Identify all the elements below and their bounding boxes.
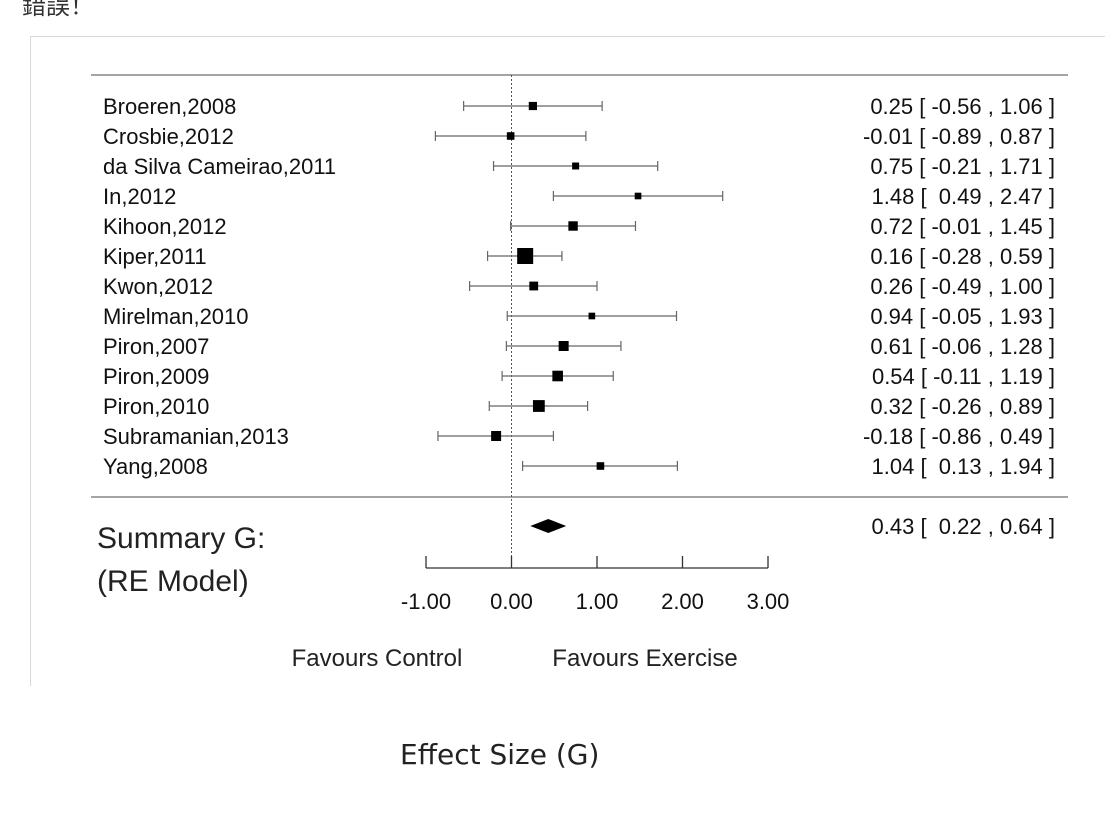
study-label: Broeren,2008 [103, 94, 236, 119]
ci-text: 0.94 [ -0.05 , 1.93 ] [870, 304, 1055, 329]
summary-diamond [530, 519, 567, 533]
ci-text: 1.04 [ 0.13 , 1.94 ] [872, 454, 1055, 479]
point-marker [529, 281, 539, 291]
summary-group: Summary G: (RE Model) 0.43 [ 0.22 , 0.64 ] [97, 514, 1055, 598]
study-label: Crosbie,2012 [103, 124, 234, 149]
study-labels-group: Broeren,2008 Crosbie,2012 da Silva Cameira… [103, 94, 336, 479]
study-label: Kiper,2011 [103, 244, 207, 269]
x-tick-label: -1.00 [401, 589, 451, 614]
x-tick-label: 0.00 [490, 589, 533, 614]
plot-frame [30, 36, 1105, 686]
point-marker [634, 192, 642, 200]
ci-text: 0.16 [ -0.28 , 0.59 ] [870, 244, 1055, 269]
ci-text: 0.75 [ -0.21 , 1.71 ] [870, 154, 1055, 179]
point-marker [506, 132, 515, 140]
study-label: Subramanian,2013 [103, 424, 289, 449]
x-tick-label: 2.00 [661, 589, 704, 614]
study-label: Piron,2009 [103, 364, 209, 389]
point-marker [588, 312, 596, 320]
ci-text: 0.61 [ -0.06 , 1.28 ] [870, 334, 1055, 359]
point-marker [558, 341, 569, 351]
ci-text: 0.25 [ -0.56 , 1.06 ] [870, 94, 1055, 119]
ci-text: 0.54 [ -0.11 , 1.19 ] [872, 364, 1055, 389]
study-label: Piron,2007 [103, 334, 209, 359]
point-marker [517, 248, 534, 264]
top-text-fragment: 錯誤！ [22, 0, 94, 20]
frame-lines [91, 74, 1068, 498]
x-axis-caption: Effect Size (G) [400, 738, 600, 771]
favours-exercise-label: Favours Exercise [552, 645, 737, 672]
study-label: Kwon,2012 [103, 274, 213, 299]
point-marker [572, 162, 580, 170]
study-label: Kihoon,2012 [103, 214, 227, 239]
favours-control-label: Favours Control [292, 645, 463, 672]
ci-text: 1.48 [ 0.49 , 2.47 ] [872, 184, 1055, 209]
summary-label: Summary G: [97, 522, 265, 555]
point-marker [552, 370, 563, 382]
summary-model-label: (RE Model) [97, 565, 249, 598]
ci-texts-group: 0.25 [ -0.56 , 1.06 ] -0.01 [ -0.89 , 0.8… [863, 94, 1055, 479]
point-marker [491, 431, 502, 441]
summary-ci-text: 0.43 [ 0.22 , 0.64 ] [872, 514, 1055, 539]
point-marker [528, 101, 537, 111]
ci-text: 0.72 [ -0.01 , 1.45 ] [870, 214, 1055, 239]
point-marker [532, 400, 545, 412]
point-marker [596, 462, 605, 470]
study-label: da Silva Cameirao,2011 [103, 154, 336, 179]
study-label: Mirelman,2010 [103, 304, 249, 329]
ci-text: 0.32 [ -0.26 , 0.89 ] [870, 394, 1055, 419]
x-tick-label: 1.00 [576, 589, 619, 614]
x-tick-label: 3.00 [747, 589, 790, 614]
direction-labels-group: Favours Control Favours Exercise [292, 645, 738, 672]
x-axis-group: -1.00 0.00 1.00 2.00 3.00 [401, 556, 789, 614]
study-label: Yang,2008 [103, 454, 208, 479]
study-label: Piron,2010 [103, 394, 209, 419]
point-marker [568, 221, 578, 231]
ci-text: -0.01 [ -0.89 , 0.87 ] [863, 124, 1055, 149]
study-label: In,2012 [103, 184, 176, 209]
ci-text: -0.18 [ -0.86 , 0.49 ] [863, 424, 1055, 449]
ci-lines-group [434, 101, 724, 471]
ci-text: 0.26 [ -0.49 , 1.00 ] [870, 274, 1055, 299]
point-markers-group [491, 101, 642, 470]
